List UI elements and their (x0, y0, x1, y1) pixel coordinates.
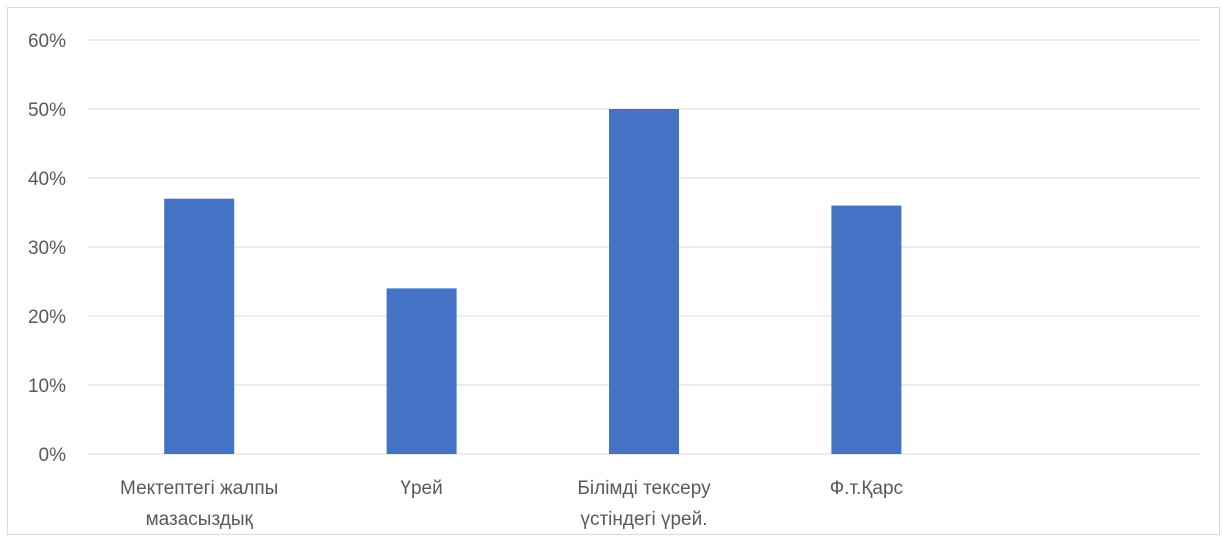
y-tick-label: 30% (28, 238, 66, 259)
y-axis-tick-labels: 0% 10% 20% 30% 40% 50% 60% (28, 31, 66, 466)
x-category-label: мазасыздық (146, 509, 254, 530)
x-axis-category-labels: Мектептегі жалпы мазасыздық Үрей Білімді те… (120, 478, 903, 530)
x-category-label: Мектептегі жалпы (120, 478, 278, 499)
y-tick-label: 60% (28, 31, 66, 52)
bar (831, 205, 902, 454)
y-tick-label: 0% (39, 445, 67, 466)
bar (609, 109, 679, 454)
bar (386, 288, 457, 454)
x-category-label: Үрей (400, 478, 442, 499)
x-category-label: үстіндегі үрей. (580, 509, 707, 530)
y-tick-label: 40% (28, 169, 66, 190)
y-tick-label: 20% (28, 307, 66, 328)
y-tick-label: 50% (28, 100, 66, 121)
x-category-label: Білімді тексеру (577, 478, 711, 499)
x-category-label: Ф.т.Қарс (830, 478, 903, 499)
y-tick-label: 10% (28, 376, 66, 397)
bar (164, 198, 235, 454)
bars (164, 109, 902, 454)
